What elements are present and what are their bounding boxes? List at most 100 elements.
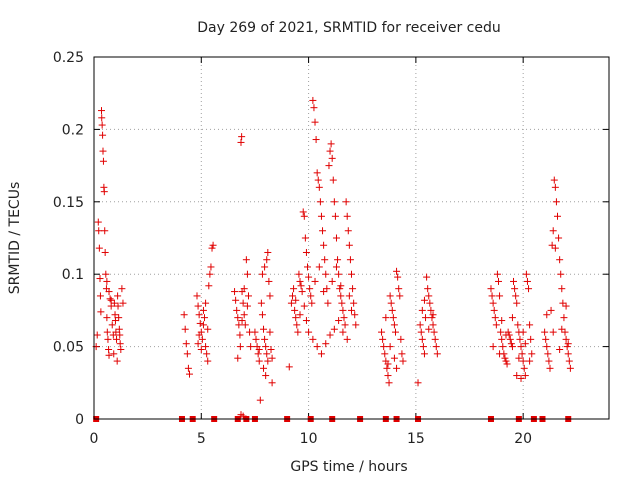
data-point (238, 317, 246, 325)
data-point (207, 263, 215, 271)
data-point (326, 331, 334, 339)
data-point (346, 256, 354, 264)
data-point (233, 306, 241, 314)
data-point (311, 277, 319, 285)
data-point (508, 314, 516, 322)
data-point (492, 321, 500, 329)
data-point (199, 321, 207, 329)
data-point (235, 321, 243, 329)
x-tick-label: 0 (90, 431, 99, 447)
data-point (566, 364, 574, 372)
data-point (516, 335, 524, 343)
data-point (268, 354, 276, 362)
data-point (95, 227, 103, 235)
data-point (545, 357, 553, 365)
data-point (329, 176, 337, 184)
data-point (108, 321, 116, 329)
data-point (502, 357, 510, 365)
data-point (351, 311, 359, 319)
data-point (300, 302, 308, 310)
data-point (198, 335, 206, 343)
data-point (380, 343, 388, 351)
data-point (423, 273, 431, 281)
data-point (101, 248, 109, 256)
data-point (194, 340, 202, 348)
data-point (309, 335, 317, 343)
y-tick-label: 0.05 (53, 340, 84, 356)
data-point (328, 277, 336, 285)
data-point (395, 285, 403, 293)
data-point (336, 285, 344, 293)
data-point (312, 136, 320, 144)
data-point (262, 372, 270, 380)
data-point (184, 364, 192, 372)
data-point (428, 314, 436, 322)
data-point (389, 314, 397, 322)
data-point (234, 354, 242, 362)
data-point (196, 319, 204, 327)
x-tick-label: 20 (514, 431, 532, 447)
data-point (557, 270, 565, 278)
data-point (315, 263, 323, 271)
data-point (300, 212, 308, 220)
data-point (490, 306, 498, 314)
data-point (343, 212, 351, 220)
data-point (489, 299, 497, 307)
y-tick-labels: 0 0.05 0.1 0.15 0.2 0.25 (53, 50, 84, 428)
data-point (209, 241, 217, 249)
data-point (201, 314, 209, 322)
data-point (193, 292, 201, 300)
data-point (285, 363, 293, 371)
data-point (338, 299, 346, 307)
y-tick-label: 0.2 (62, 122, 84, 138)
data-point (319, 227, 327, 235)
x-tick-label: 10 (300, 431, 318, 447)
data-point (544, 350, 552, 358)
data-point (205, 282, 213, 290)
data-point (322, 340, 330, 348)
data-point (323, 285, 331, 293)
y-tick-label: 0.15 (53, 195, 84, 211)
data-point (195, 311, 203, 319)
data-point (103, 328, 111, 336)
data-point (493, 270, 501, 278)
data-point (268, 379, 276, 387)
data-point (519, 357, 527, 365)
data-point (313, 169, 321, 177)
data-point (525, 285, 533, 293)
data-point (234, 314, 242, 322)
data-point (103, 277, 111, 285)
data-point (349, 285, 357, 293)
y-axis-title: SRMTID / TECUs (7, 182, 23, 295)
data-point (315, 183, 323, 191)
data-point (521, 340, 529, 348)
data-point (94, 218, 102, 226)
data-point (394, 273, 402, 281)
data-point (396, 292, 404, 300)
data-point (344, 227, 352, 235)
data-point (427, 306, 435, 314)
data-point (104, 335, 112, 343)
data-point (236, 331, 244, 339)
data-point (305, 273, 313, 281)
data-point (494, 277, 502, 285)
data-point (542, 335, 550, 343)
data-point (418, 335, 426, 343)
data-point (391, 328, 399, 336)
data-point (313, 343, 321, 351)
data-point (543, 343, 551, 351)
data-point (381, 350, 389, 358)
data-point (331, 212, 339, 220)
x-axis-title: GPS time / hours (290, 459, 407, 475)
data-point (321, 256, 329, 264)
data-point (185, 370, 193, 378)
data-point (342, 198, 350, 206)
y-tick-label: 0.25 (53, 50, 84, 66)
data-point (299, 208, 307, 216)
data-point (110, 299, 118, 307)
data-point (257, 299, 265, 307)
y-tick-label: 0.1 (62, 267, 84, 283)
data-point (256, 396, 264, 404)
data-point (559, 299, 567, 307)
data-point (526, 321, 534, 329)
